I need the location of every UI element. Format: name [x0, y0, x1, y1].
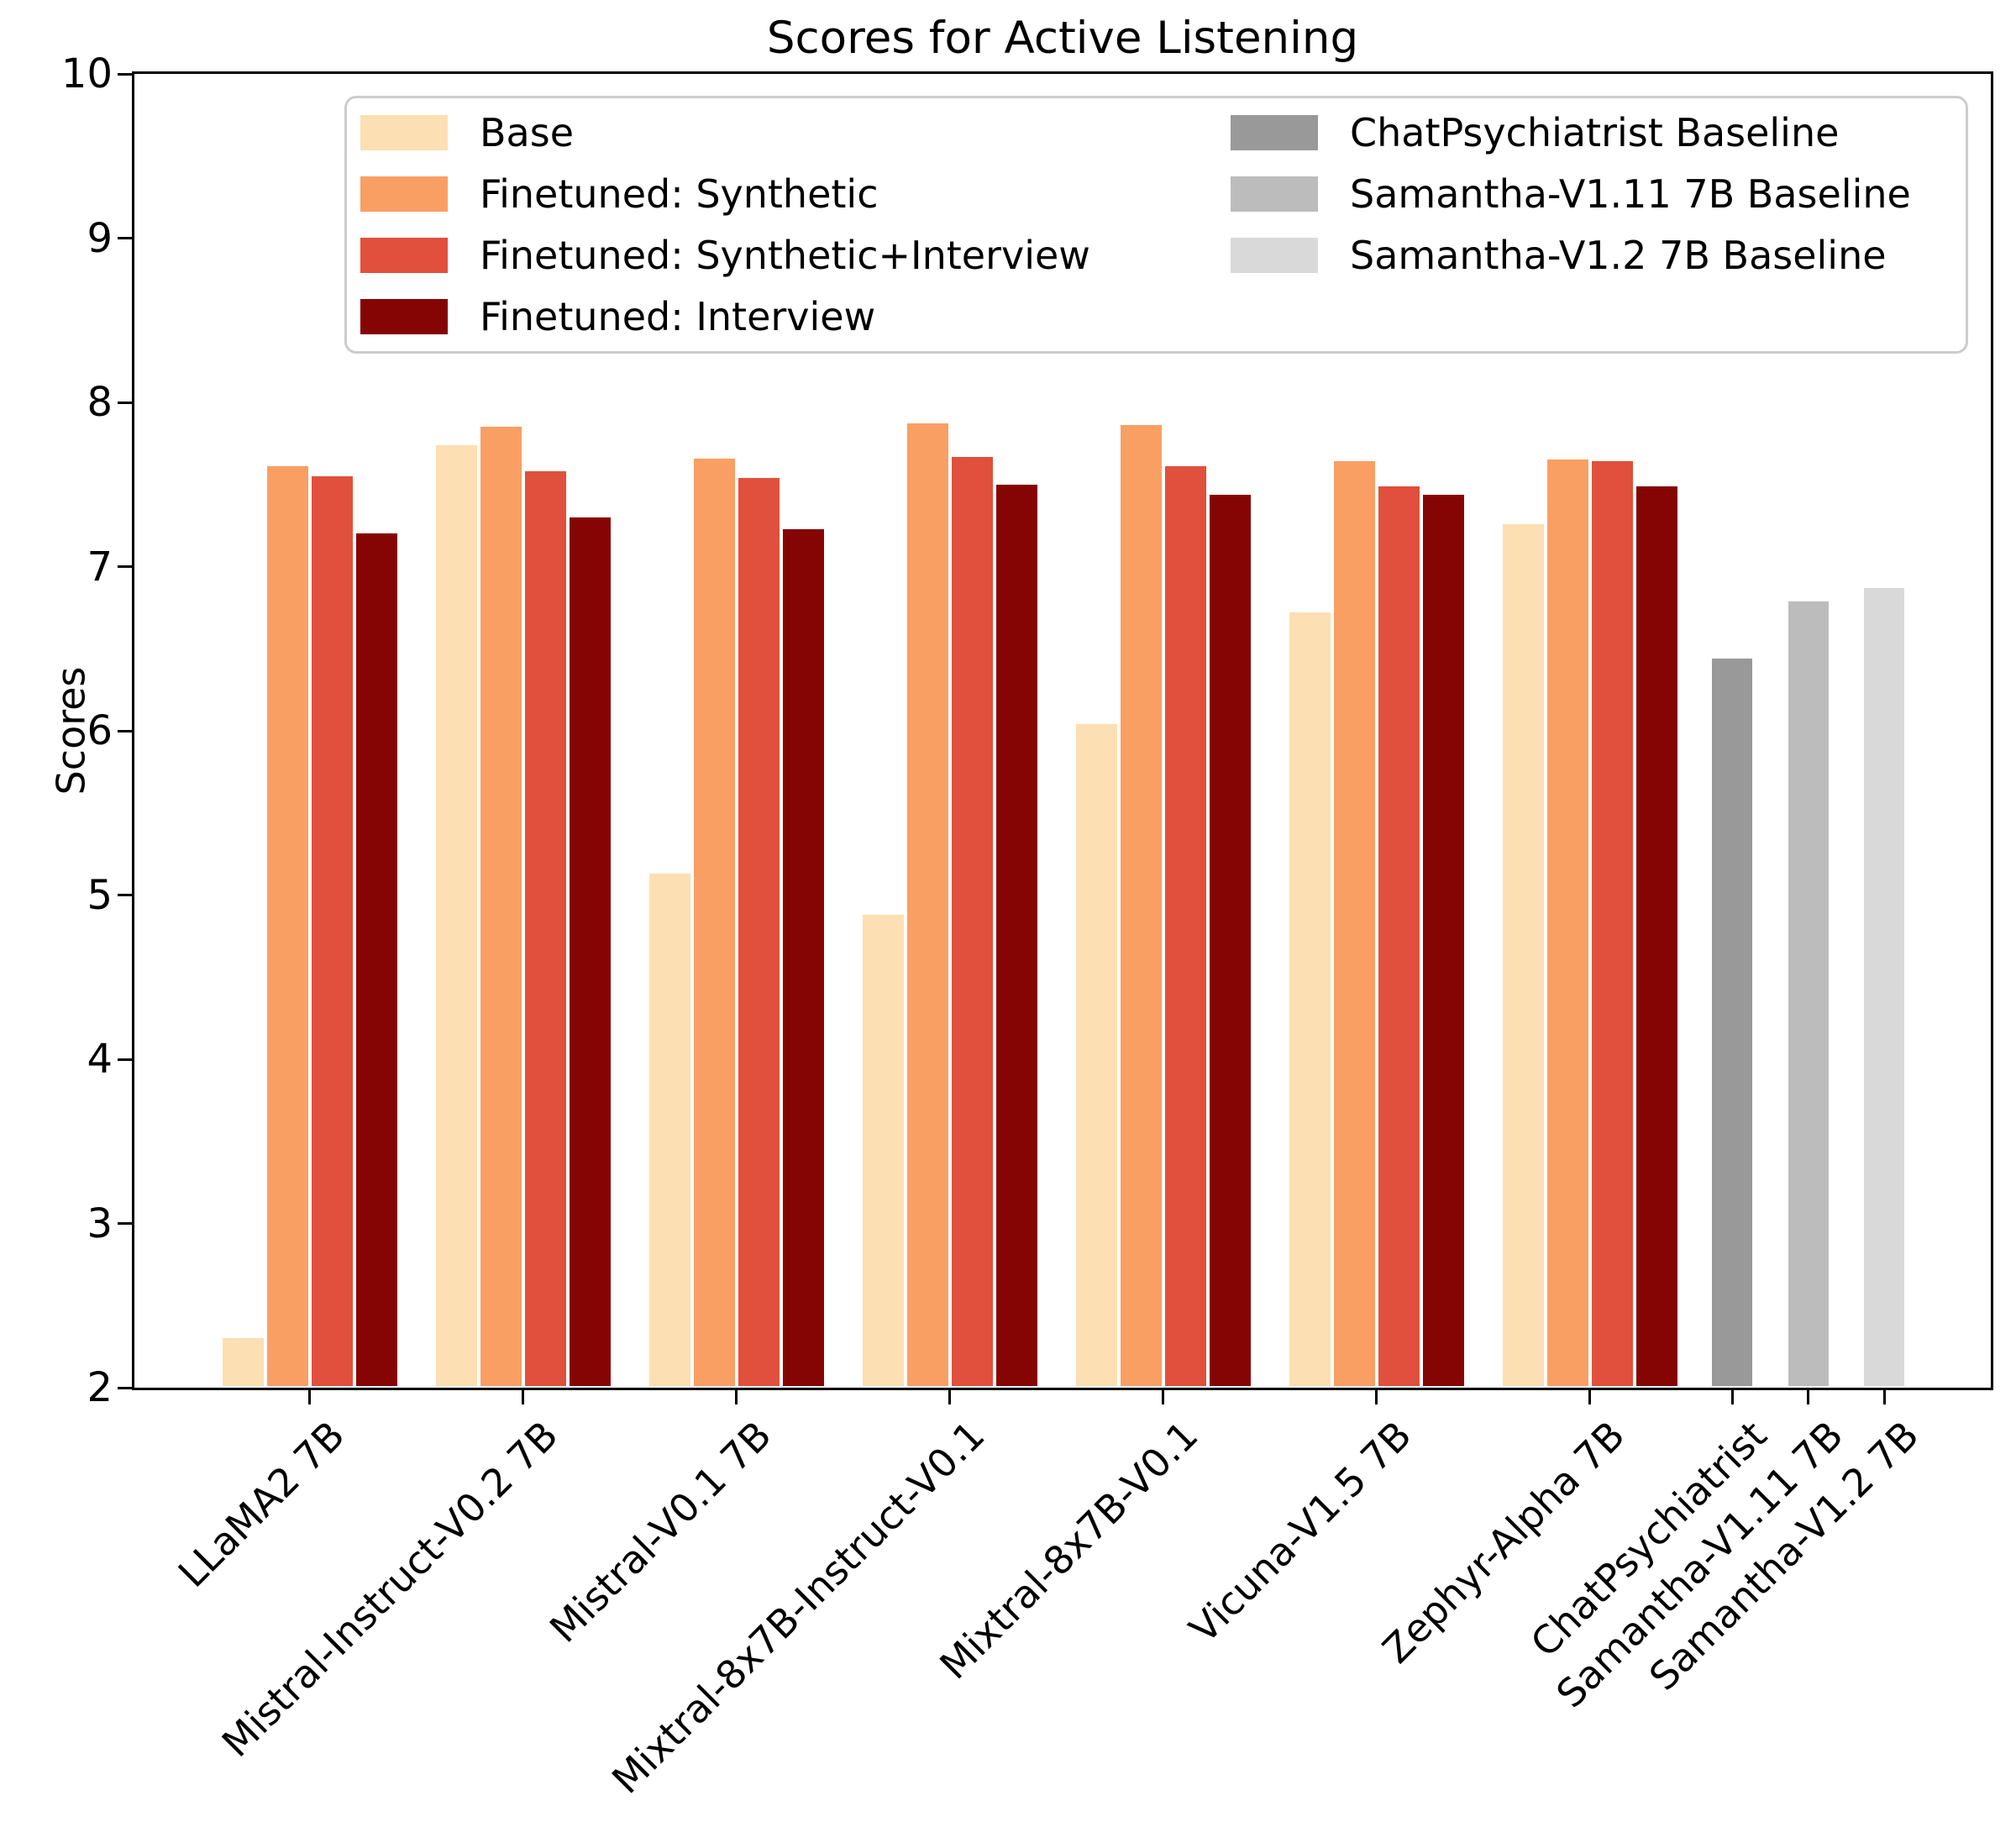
- legend-swatch-samantha-v1-2-7b-baseline: [1231, 238, 1318, 273]
- legend-label-finetuned-synthetic: Finetuned: Synthetic: [480, 171, 879, 217]
- legend-item-finetuned-synthetic: Finetuned: Synthetic: [360, 164, 879, 224]
- x-tick-mistral-instruct-v0-2-7b: [522, 1388, 524, 1404]
- x-tick-vicuna-v1-5-7b: [1375, 1388, 1378, 1404]
- bar-mixtral-8x7b-instruct-v0-1-base: [860, 913, 906, 1388]
- legend-swatch-finetuned-synthetic-interview: [360, 238, 448, 273]
- legend-item-finetuned-synthetic-interview: Finetuned: Synthetic+Interview: [360, 225, 1090, 286]
- bar-llama2-7b-base: [220, 1336, 265, 1388]
- y-tick-4: [118, 1058, 134, 1061]
- x-tick-label-mixtral-8x7b-instruct-v0-1: Mixtral-8x7B-Instruct-V0.1: [602, 1412, 993, 1803]
- x-tick-label-llama2-7b: LLaMA2 7B: [169, 1412, 353, 1597]
- y-tick-7: [118, 565, 134, 568]
- y-tick-3: [118, 1222, 134, 1225]
- baseline-bar-samantha-v1-11-7b: [1786, 599, 1830, 1388]
- x-tick-mistral-v0-1-7b: [735, 1388, 738, 1404]
- y-tick-label-3: 3: [87, 1200, 113, 1247]
- baseline-bar-chatpsychiatrist: [1710, 657, 1754, 1388]
- y-tick-8: [118, 401, 134, 404]
- legend-item-base: Base: [360, 102, 574, 163]
- bar-mixtral-8x7b-v0-1-base: [1074, 722, 1119, 1388]
- legend-item-finetuned-interview: Finetuned: Interview: [360, 286, 875, 347]
- bar-mixtral-8x7b-v0-1-finetuned-synthetic: [1118, 423, 1163, 1388]
- legend-swatch-base: [360, 115, 448, 150]
- bar-mistral-instruct-v0-2-7b-finetuned-interview: [567, 515, 612, 1388]
- y-tick-label-9: 9: [87, 214, 113, 262]
- bar-llama2-7b-finetuned-interview: [354, 532, 399, 1388]
- y-tick-label-10: 10: [60, 50, 113, 97]
- bar-vicuna-v1-5-7b-base: [1287, 611, 1332, 1388]
- y-tick-6: [118, 729, 134, 732]
- chart-title: Scores for Active Listening: [766, 13, 1359, 64]
- y-tick-label-4: 4: [87, 1036, 113, 1083]
- legend-label-finetuned-interview: Finetuned: Interview: [480, 294, 876, 339]
- y-tick-label-7: 7: [87, 543, 113, 591]
- bar-zephyr-alpha-7b-finetuned-synthetic: [1545, 458, 1590, 1388]
- x-tick-label-mistral-v0-1-7b: Mistral-V0.1 7B: [540, 1412, 780, 1651]
- bar-mixtral-8x7b-v0-1-finetuned-interview: [1207, 492, 1252, 1388]
- legend-item-samantha-v1-2-7b-baseline: Samantha-V1.2 7B Baseline: [1231, 225, 1887, 286]
- legend-swatch-finetuned-synthetic: [360, 176, 448, 212]
- legend-label-chatpsychiatrist-baseline: ChatPsychiatrist Baseline: [1350, 110, 1840, 155]
- x-tick-label-vicuna-v1-5-7b: Vicuna-V1.5 7B: [1180, 1412, 1420, 1652]
- x-tick-samantha-v1-11-7b: [1807, 1388, 1809, 1404]
- bar-mixtral-8x7b-instruct-v0-1-finetuned-synthetic-interview: [949, 454, 995, 1388]
- y-tick-5: [118, 894, 134, 896]
- y-tick-label-5: 5: [87, 871, 113, 919]
- x-tick-mixtral-8x7b-v0-1: [1162, 1388, 1164, 1404]
- bar-mistral-instruct-v0-2-7b-finetuned-synthetic: [478, 425, 523, 1388]
- x-tick-llama2-7b: [308, 1388, 311, 1404]
- legend-label-finetuned-synthetic-interview: Finetuned: Synthetic+Interview: [480, 233, 1090, 278]
- x-tick-chatpsychiatrist: [1730, 1388, 1734, 1404]
- x-tick-mixtral-8x7b-instruct-v0-1: [948, 1388, 951, 1404]
- bar-vicuna-v1-5-7b-finetuned-interview: [1420, 492, 1466, 1388]
- bar-zephyr-alpha-7b-finetuned-interview: [1634, 484, 1679, 1388]
- x-tick-samantha-v1-2-7b: [1882, 1388, 1886, 1404]
- legend-swatch-finetuned-interview: [360, 299, 448, 334]
- bar-mixtral-8x7b-v0-1-finetuned-synthetic-interview: [1163, 465, 1208, 1388]
- legend-item-samantha-v1-11-7b-baseline: Samantha-V1.11 7B Baseline: [1231, 164, 1911, 224]
- bar-mixtral-8x7b-instruct-v0-1-finetuned-interview: [994, 482, 1039, 1388]
- bar-vicuna-v1-5-7b-finetuned-synthetic: [1331, 459, 1377, 1388]
- bar-vicuna-v1-5-7b-finetuned-synthetic-interview: [1376, 484, 1421, 1388]
- bar-mistral-instruct-v0-2-7b-base: [433, 443, 479, 1388]
- y-tick-label-8: 8: [87, 379, 113, 426]
- legend-label-base: Base: [480, 110, 575, 155]
- x-tick-zephyr-alpha-7b: [1588, 1388, 1591, 1404]
- y-tick-label-2: 2: [87, 1364, 113, 1411]
- bar-zephyr-alpha-7b-base: [1500, 522, 1546, 1388]
- bar-llama2-7b-finetuned-synthetic-interview: [309, 475, 354, 1388]
- bar-mistral-v0-1-7b-finetuned-synthetic: [691, 456, 737, 1388]
- y-tick-2: [118, 1386, 134, 1389]
- legend-item-chatpsychiatrist-baseline: ChatPsychiatrist Baseline: [1231, 102, 1839, 163]
- bar-mixtral-8x7b-instruct-v0-1-finetuned-synthetic: [905, 422, 950, 1388]
- bar-mistral-instruct-v0-2-7b-finetuned-synthetic-interview: [522, 470, 568, 1388]
- y-tick-label-6: 6: [87, 707, 113, 754]
- legend: Base Finetuned: Synthetic Finetuned: Synth…: [344, 96, 1968, 354]
- bar-zephyr-alpha-7b-finetuned-synthetic-interview: [1589, 459, 1635, 1388]
- legend-swatch-chatpsychiatrist-baseline: [1231, 115, 1318, 150]
- legend-swatch-samantha-v1-11-7b-baseline: [1231, 176, 1318, 212]
- legend-label-samantha-v1-11-7b-baseline: Samantha-V1.11 7B Baseline: [1350, 171, 1911, 217]
- bar-llama2-7b-finetuned-synthetic: [265, 465, 310, 1388]
- y-tick-9: [118, 237, 134, 239]
- legend-label-samantha-v1-2-7b-baseline: Samantha-V1.2 7B Baseline: [1350, 233, 1887, 278]
- baseline-bar-samantha-v1-2-7b: [1862, 585, 1906, 1388]
- y-tick-10: [118, 72, 134, 76]
- bar-mistral-v0-1-7b-finetuned-synthetic-interview: [736, 475, 781, 1388]
- bar-mistral-v0-1-7b-finetuned-interview: [780, 527, 826, 1388]
- bar-mistral-v0-1-7b-base: [647, 872, 692, 1388]
